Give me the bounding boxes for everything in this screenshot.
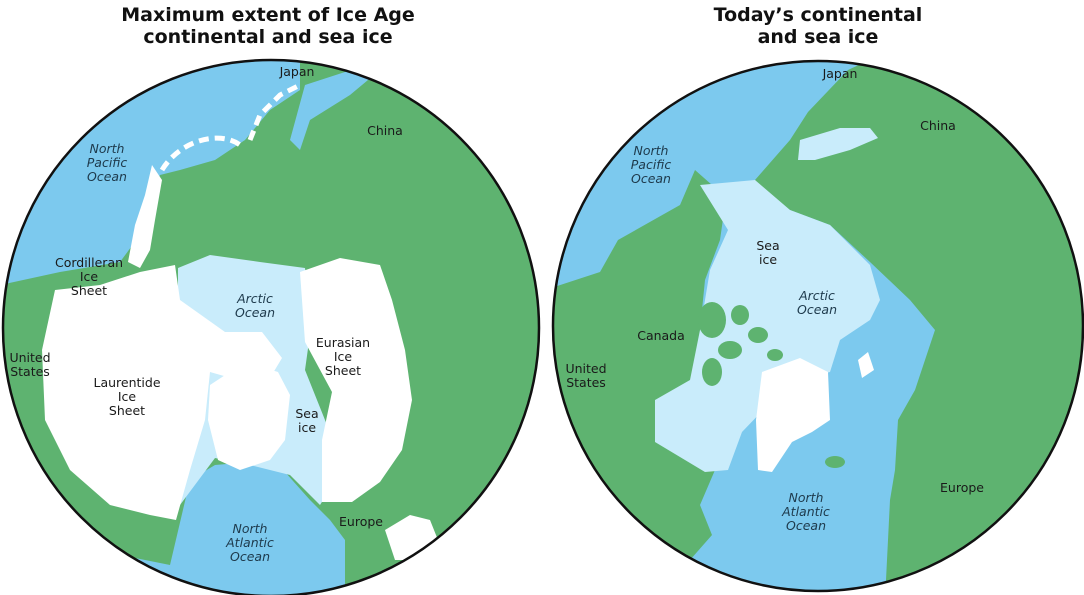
left-title-line-2: continental and sea ice (143, 26, 393, 48)
text: Pacific (630, 157, 672, 172)
right-sea-ice (655, 180, 880, 472)
left-greenland-ice (208, 362, 290, 470)
text: Laurentide (93, 375, 161, 390)
left-eurasian-ice (300, 258, 412, 502)
left-pacific-ice-dashes (159, 82, 302, 172)
text: Sheet (108, 403, 146, 418)
label-arctic-right: Arctic Ocean (797, 289, 837, 317)
label-arctic-left: Arctic Ocean (235, 292, 275, 320)
label-sea-ice-right: Sea ice (756, 239, 779, 267)
left-globe (3, 60, 539, 595)
text: Ocean (235, 305, 275, 320)
text: Ice (333, 349, 353, 364)
left-japan-sea (290, 70, 380, 150)
label-north-atlantic-left: North Atlantic Ocean (226, 522, 274, 564)
text: Arctic (237, 291, 273, 306)
text: United (565, 361, 607, 376)
label-china-left: China (367, 123, 403, 138)
text: ice (297, 420, 317, 435)
text: Sheet (70, 283, 108, 298)
text: United (9, 350, 51, 365)
label-sea-ice-left: Sea ice (295, 407, 318, 435)
left-cordilleran-ice (128, 165, 162, 268)
right-eurasia-land (755, 61, 1083, 591)
text: Atlantic (782, 504, 830, 519)
text: Pacific (86, 155, 128, 170)
text: Ocean (631, 171, 671, 186)
right-globe-outline (551, 59, 1084, 593)
label-north-pacific-left: North Pacific Ocean (87, 142, 128, 184)
text: Sea (756, 238, 780, 253)
text: Atlantic (226, 535, 274, 550)
text: Ocean (87, 169, 127, 184)
left-globe-outline (1, 58, 541, 595)
text: Ocean (797, 302, 837, 317)
right-title-line-2: and sea ice (757, 26, 879, 48)
text: North (788, 490, 824, 505)
text: Sea (295, 406, 319, 421)
left-title-line-1: Maximum extent of Ice Age (121, 4, 415, 26)
text: Ocean (786, 518, 826, 533)
label-north-pacific-right: North Pacific Ocean (631, 144, 672, 186)
label-eurasian: Eurasian Ice Sheet (316, 336, 370, 378)
label-united-states-left: United States (9, 351, 50, 379)
label-canada: Canada (637, 328, 685, 343)
text: Ocean (230, 549, 270, 564)
right-title-line-1: Today’s continental (713, 4, 923, 26)
text: North (232, 521, 268, 536)
text: Ice (117, 389, 137, 404)
right-japan-sea-ice (798, 128, 878, 160)
text: Ice (79, 269, 99, 284)
text: States (10, 364, 50, 379)
label-united-states-right: United States (565, 362, 606, 390)
label-japan-left: Japan (279, 64, 315, 79)
right-svalbard-ice (858, 352, 874, 378)
right-arctic-islands (698, 302, 845, 468)
right-globe (553, 61, 1083, 591)
text: Cordilleran (54, 255, 124, 270)
text: Sheet (324, 363, 362, 378)
text: ice (758, 252, 778, 267)
right-greenland-ice (756, 358, 830, 472)
text: Arctic (799, 288, 835, 303)
label-europe-left: Europe (339, 514, 383, 529)
text: States (566, 375, 606, 390)
left-laurentide-ice (42, 265, 282, 520)
label-china-right: China (920, 118, 956, 133)
label-cordilleran: Cordilleran Ice Sheet (55, 256, 123, 298)
label-japan-right: Japan (822, 66, 858, 81)
label-laurentide: Laurentide Ice Sheet (93, 376, 160, 418)
label-europe-right: Europe (940, 480, 984, 495)
text: Eurasian (315, 335, 371, 350)
label-north-atlantic-right: North Atlantic Ocean (782, 491, 830, 533)
right-map-title: Today’s continental and sea ice (608, 4, 1028, 48)
left-map-title: Maximum extent of Ice Age continental an… (58, 4, 478, 48)
text: North (89, 141, 125, 156)
text: North (633, 143, 669, 158)
